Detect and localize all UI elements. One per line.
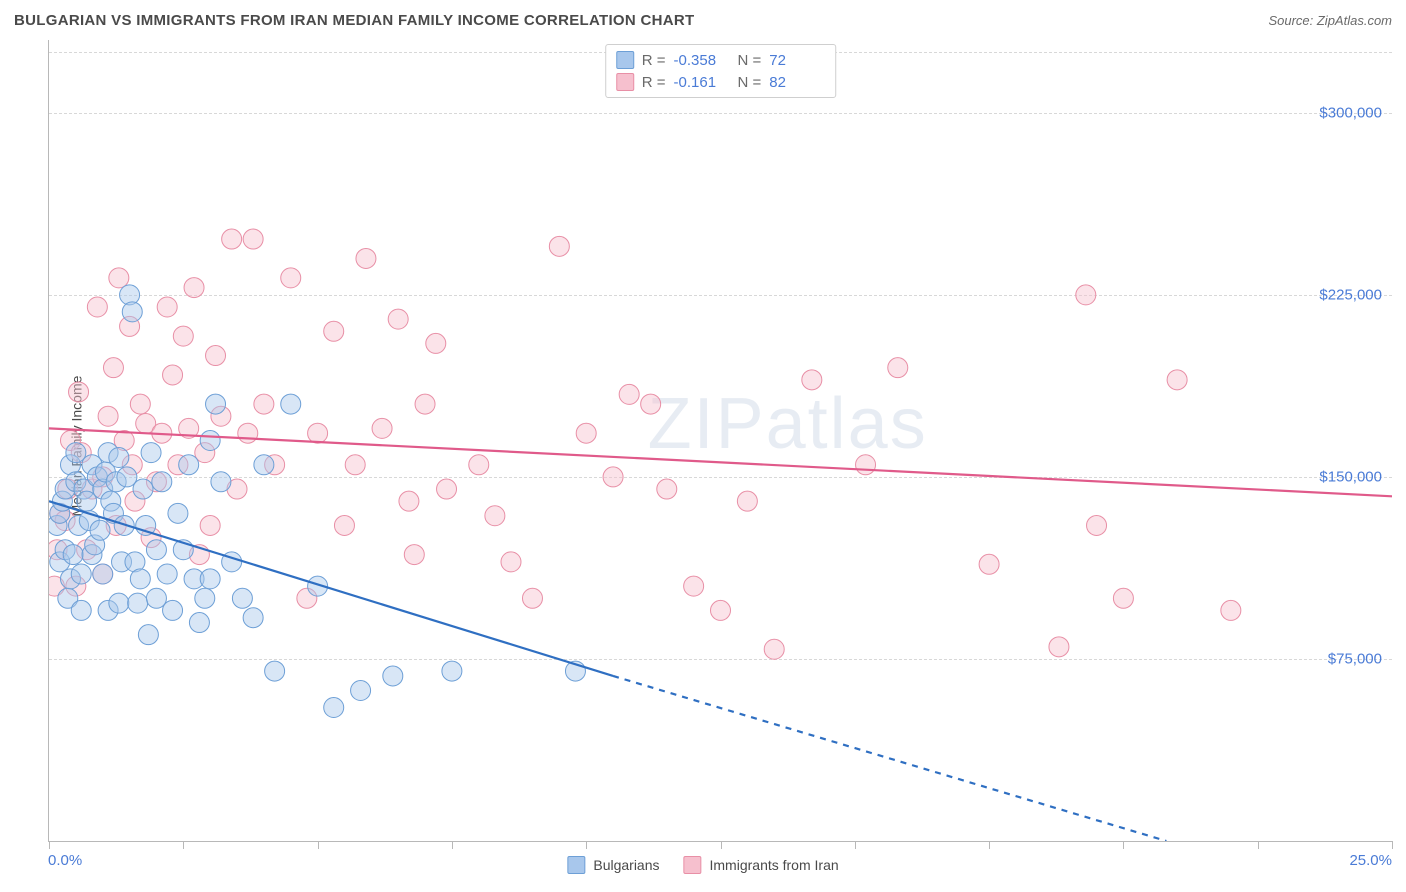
x-tick xyxy=(1258,841,1259,849)
x-axis-min-label: 0.0% xyxy=(48,852,82,869)
x-tick xyxy=(855,841,856,849)
x-tick xyxy=(452,841,453,849)
x-tick xyxy=(318,841,319,849)
x-tick xyxy=(1123,841,1124,849)
x-tick xyxy=(183,841,184,849)
legend-swatch-pink xyxy=(684,856,702,874)
legend-label-blue: Bulgarians xyxy=(593,857,659,873)
source-label: Source: ZipAtlas.com xyxy=(1268,13,1392,28)
x-axis-max-label: 25.0% xyxy=(1349,852,1392,869)
x-tick xyxy=(1392,841,1393,849)
legend-swatch-blue xyxy=(567,856,585,874)
x-tick xyxy=(989,841,990,849)
n-value-pink: 82 xyxy=(769,74,825,91)
plot-area: ZIPatlas R = -0.358 N = 72 R = -0.161 N … xyxy=(48,40,1392,842)
legend-label-pink: Immigrants from Iran xyxy=(710,857,839,873)
x-tick xyxy=(586,841,587,849)
x-tick xyxy=(721,841,722,849)
x-tick xyxy=(49,841,50,849)
r-value-blue: -0.358 xyxy=(674,52,730,69)
correlation-legend: R = -0.358 N = 72 R = -0.161 N = 82 xyxy=(605,44,837,98)
legend-swatch-pink xyxy=(616,73,634,91)
legend-swatch-blue xyxy=(616,51,634,69)
r-label: R = xyxy=(642,74,666,91)
chart-title: BULGARIAN VS IMMIGRANTS FROM IRAN MEDIAN… xyxy=(14,12,694,29)
n-value-blue: 72 xyxy=(769,52,825,69)
r-label: R = xyxy=(642,52,666,69)
scatter-svg xyxy=(49,40,1392,841)
n-label: N = xyxy=(738,74,762,91)
n-label: N = xyxy=(738,52,762,69)
series-legend: Bulgarians Immigrants from Iran xyxy=(567,856,838,874)
r-value-pink: -0.161 xyxy=(674,74,730,91)
